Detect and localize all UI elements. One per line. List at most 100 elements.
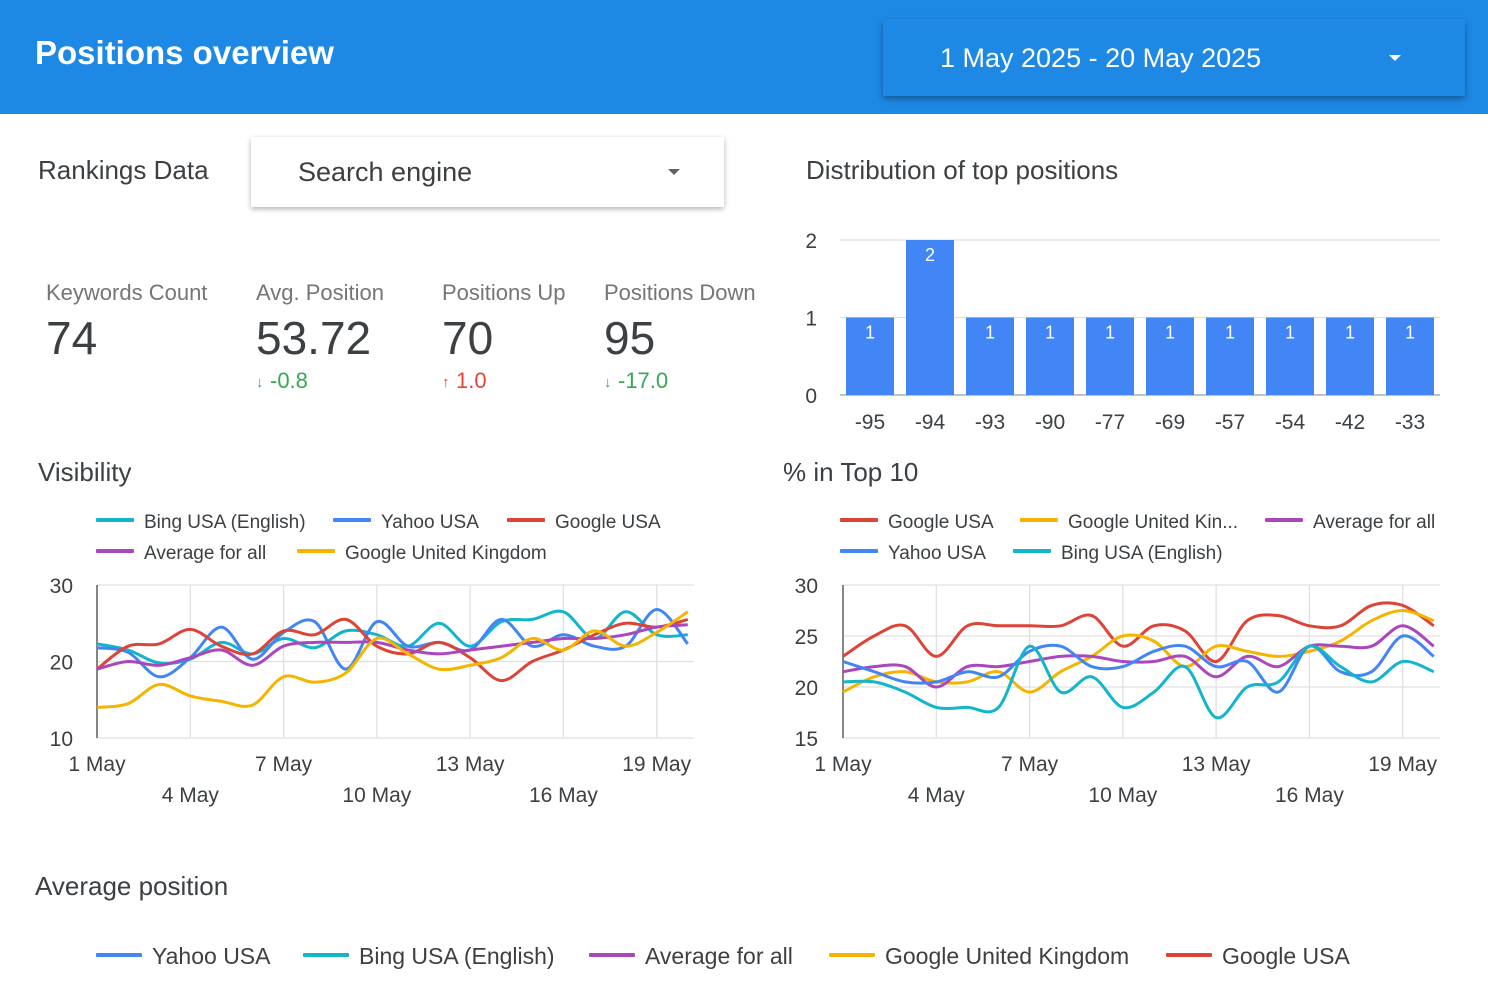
series-line[interactable]	[96, 617, 689, 683]
arrow-down-icon: ↓	[604, 374, 612, 391]
bar[interactable]	[846, 317, 894, 396]
legend-label: Bing USA (English)	[1061, 543, 1223, 564]
legend-label: Google USA	[555, 512, 661, 533]
distribution-title: Distribution of top positions	[806, 155, 1119, 185]
legend-swatch	[1013, 549, 1051, 553]
y-tick-label: 2	[805, 230, 817, 253]
search-engine-dropdown-label: Search engine	[298, 157, 473, 187]
bar[interactable]	[1086, 317, 1134, 396]
kpi-positions-down: Positions Down 95 ↓ -17.0	[604, 280, 756, 394]
header-bar: Positions overview 1 May 2025 - 20 May 2…	[0, 0, 1488, 114]
legend-item[interactable]: Bing USA (English)	[1013, 543, 1223, 565]
legend-swatch	[1020, 518, 1058, 522]
series-line[interactable]	[842, 601, 1435, 663]
kpi-value: 74	[46, 312, 98, 364]
legend-item[interactable]: Google United Kin...	[1020, 512, 1238, 534]
legend-item[interactable]: Google United Kingdom	[297, 543, 547, 565]
bar[interactable]	[1026, 317, 1074, 396]
legend-item[interactable]: Yahoo USA	[96, 943, 270, 970]
visibility-title: Visibility	[38, 457, 132, 487]
kpi-label: Positions Up	[442, 280, 566, 305]
kpi-label: Keywords Count	[46, 280, 208, 305]
x-tick-label: -69	[1155, 411, 1185, 434]
legend-label: Bing USA (English)	[144, 512, 306, 533]
y-tick-label: 25	[795, 626, 818, 649]
legend-swatch	[589, 953, 635, 957]
bar-data-label: 2	[925, 245, 935, 265]
legend-item[interactable]: Bing USA (English)	[96, 512, 306, 534]
series-line[interactable]	[96, 610, 689, 709]
bar[interactable]	[1266, 317, 1314, 396]
legend-item[interactable]: Bing USA (English)	[303, 943, 555, 970]
bar[interactable]	[1326, 317, 1374, 396]
series-line[interactable]	[842, 634, 1435, 694]
kpi-positions-up: Positions Up 70 ↑ 1.0	[442, 280, 566, 394]
bar[interactable]	[1206, 317, 1254, 396]
y-tick-label: 10	[50, 728, 73, 751]
bar-data-label: 1	[1285, 323, 1295, 343]
legend-swatch	[1265, 518, 1303, 522]
legend-item[interactable]: Average for all	[1265, 512, 1435, 534]
legend-item[interactable]: Average for all	[589, 943, 793, 970]
legend-swatch	[840, 518, 878, 522]
legend-item[interactable]: Google United Kingdom	[829, 943, 1129, 970]
date-range-picker[interactable]: 1 May 2025 - 20 May 2025	[883, 19, 1465, 96]
kpi-label: Avg. Position	[256, 280, 385, 305]
bar[interactable]	[906, 240, 954, 395]
series-line[interactable]	[842, 624, 1435, 689]
kpi-delta: ↓ -17.0	[604, 368, 756, 394]
y-tick-label: 20	[50, 652, 73, 675]
legend-swatch	[297, 549, 335, 553]
x-tick-label: -90	[1035, 411, 1065, 434]
legend-item[interactable]: Yahoo USA	[840, 543, 986, 565]
bar[interactable]	[1146, 317, 1194, 396]
series-line[interactable]	[842, 644, 1435, 720]
x-tick-label: -33	[1395, 411, 1425, 434]
x-tick-label: 4 May	[162, 784, 220, 807]
page-title: Positions overview	[35, 34, 334, 71]
kpi-delta: ↑ 1.0	[442, 368, 566, 394]
bar[interactable]	[1386, 317, 1434, 396]
bar-data-label: 1	[1045, 323, 1055, 343]
legend-label: Bing USA (English)	[359, 943, 555, 969]
legend-label: Google United Kin...	[1068, 512, 1239, 533]
legend-label: Google USA	[888, 512, 994, 533]
kpi-avg-position: Avg. Position 53.72 ↓ -0.8	[256, 280, 384, 394]
x-tick-label: -94	[915, 411, 946, 434]
y-tick-label: 20	[795, 677, 818, 700]
legend-item[interactable]: Yahoo USA	[333, 512, 479, 534]
rankings-title: Rankings Data	[38, 155, 209, 185]
kpi-value: 70	[442, 312, 494, 364]
legend-item[interactable]: Google USA	[840, 512, 994, 534]
y-tick-label: 30	[795, 575, 818, 598]
legend-item[interactable]: Google USA	[1166, 943, 1350, 970]
series-line[interactable]	[96, 623, 688, 671]
legend-label: Google United Kingdom	[345, 543, 547, 564]
legend-item[interactable]: Average for all	[96, 543, 266, 565]
x-tick-label: 7 May	[255, 753, 313, 776]
x-tick-label: 16 May	[1275, 784, 1344, 807]
legend-item[interactable]: Google USA	[507, 512, 661, 534]
x-tick-label: 1 May	[814, 753, 872, 776]
x-tick-label: 4 May	[908, 784, 966, 807]
legend-label: Average for all	[144, 543, 267, 564]
x-tick-label: 1 May	[68, 753, 126, 776]
bar[interactable]	[966, 317, 1014, 396]
chevron-down-icon	[1389, 55, 1401, 61]
x-tick-label: 7 May	[1001, 753, 1059, 776]
legend-swatch	[333, 518, 371, 522]
series-line[interactable]	[96, 607, 689, 679]
legend-label: Yahoo USA	[381, 512, 479, 533]
bar-data-label: 1	[1105, 323, 1115, 343]
search-engine-dropdown[interactable]: Search engine	[251, 137, 724, 207]
y-tick-label: 1	[805, 308, 817, 331]
y-tick-label: 30	[50, 575, 73, 598]
kpi-value: 95	[604, 312, 656, 364]
y-tick-label: 0	[805, 385, 817, 408]
top10-title: % in Top 10	[783, 457, 919, 487]
x-tick-label: -95	[855, 411, 885, 434]
bar-data-label: 1	[985, 323, 995, 343]
kpi-delta-value: 1.0	[456, 368, 487, 393]
legend-label: Google USA	[1222, 943, 1350, 969]
